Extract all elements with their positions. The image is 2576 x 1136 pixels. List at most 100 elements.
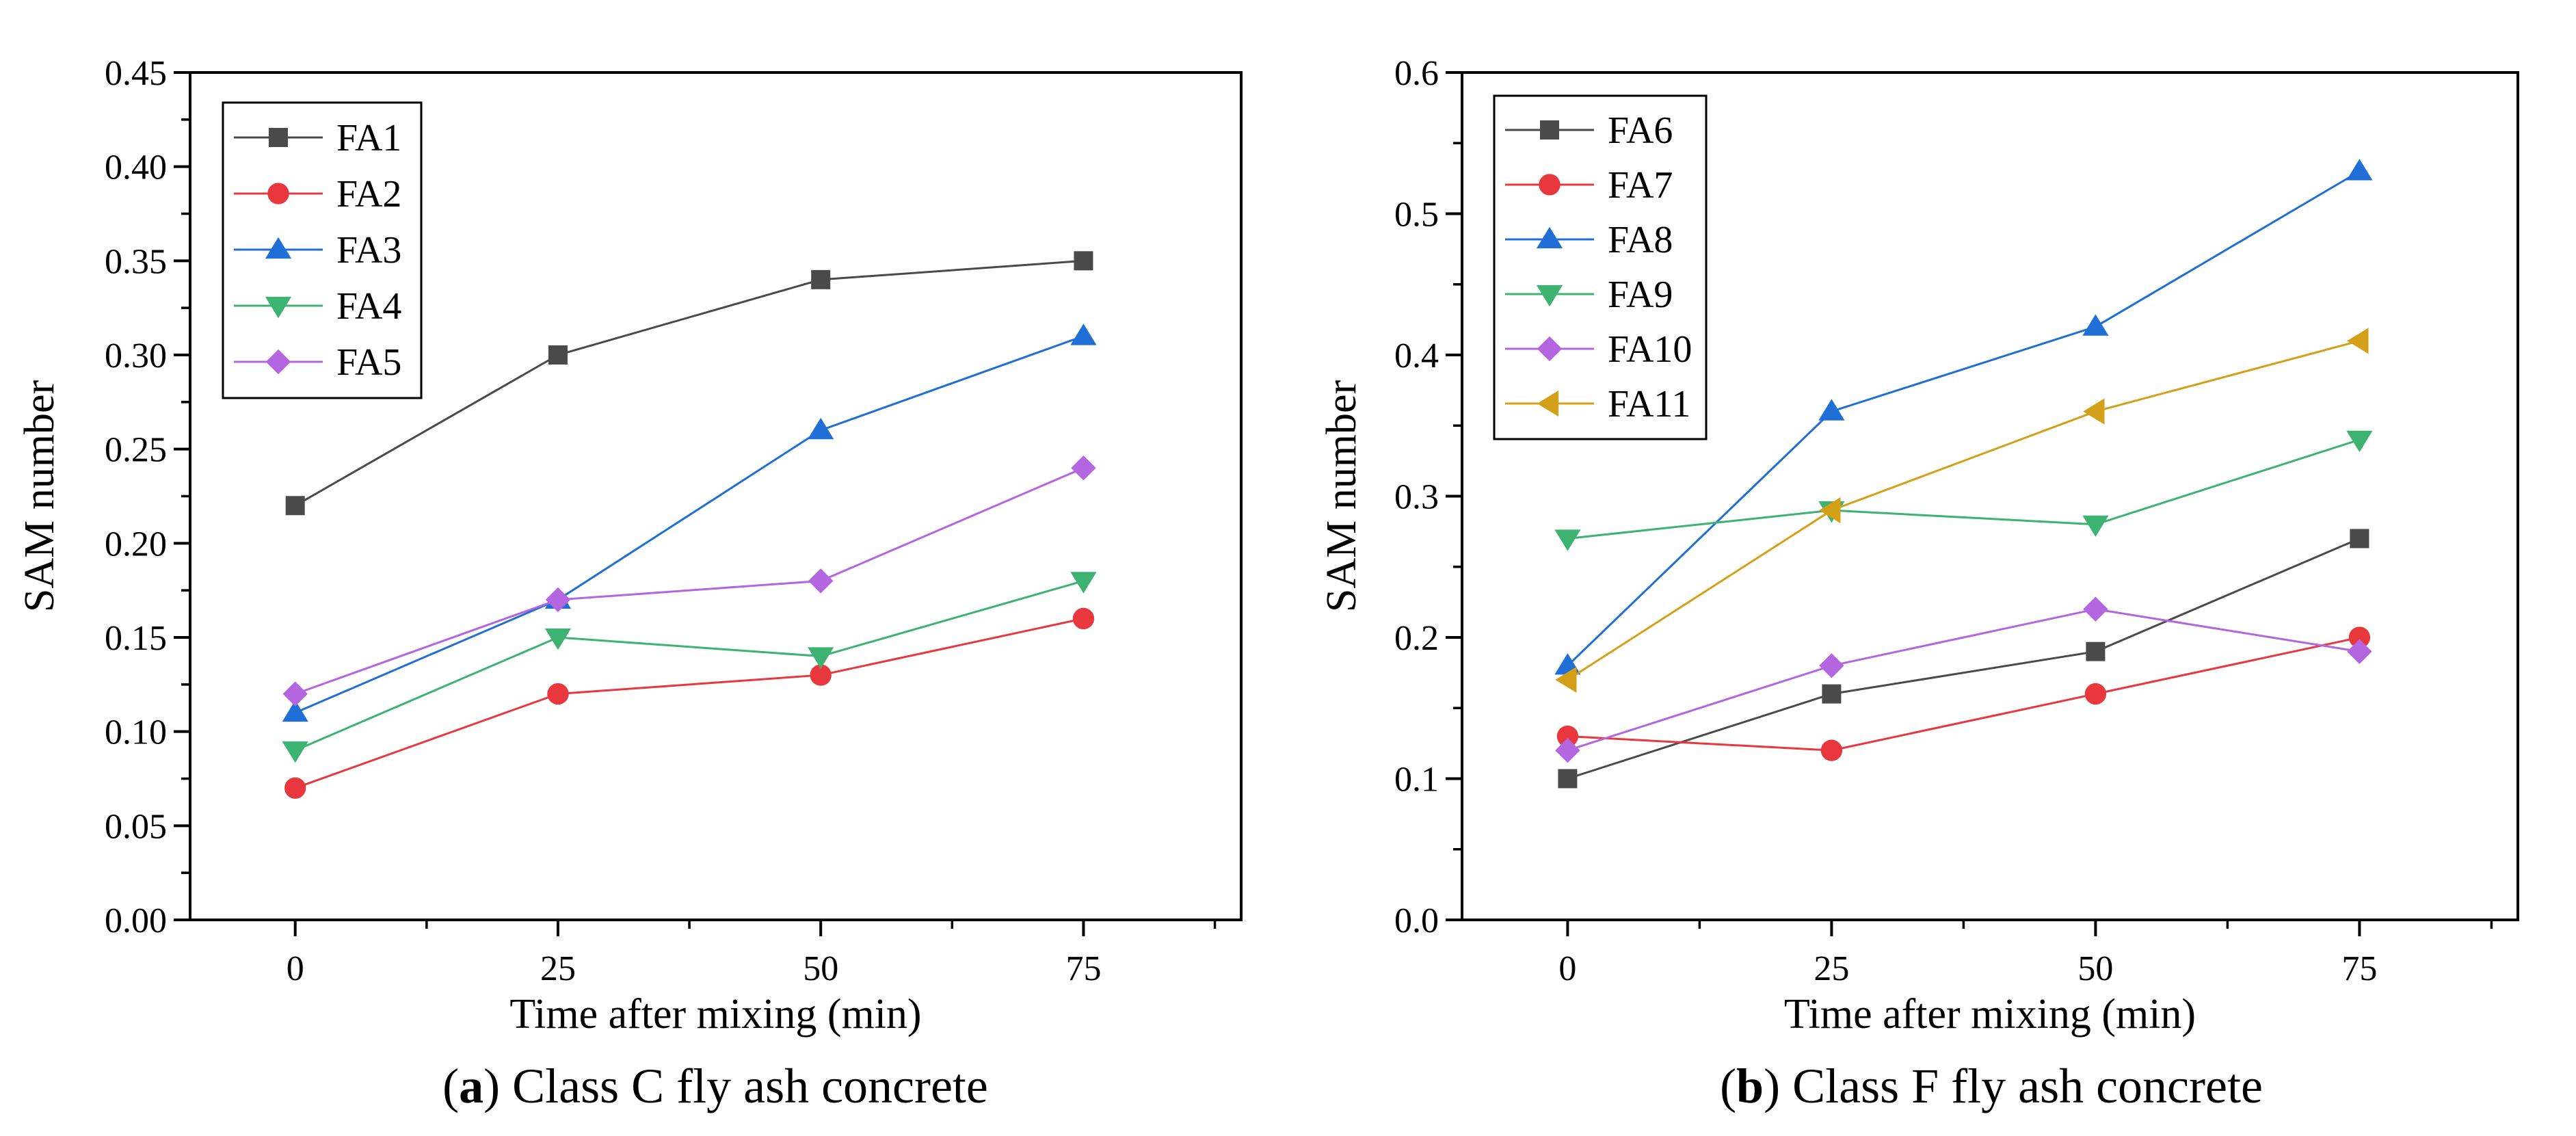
data-point bbox=[1074, 251, 1093, 271]
y-tick-label: 0.15 bbox=[105, 619, 167, 658]
data-point bbox=[811, 269, 831, 289]
data-point bbox=[1818, 399, 1845, 421]
data-point bbox=[1820, 739, 1843, 761]
series-FA2 bbox=[284, 607, 1095, 799]
x-tick-label: 25 bbox=[1814, 949, 1849, 988]
y-tick-label: 0.5 bbox=[1394, 196, 1439, 235]
data-point bbox=[1071, 455, 1096, 481]
x-tick-label: 75 bbox=[1065, 949, 1101, 988]
legend-label: FA2 bbox=[336, 173, 401, 215]
legend-marker bbox=[1539, 174, 1561, 196]
series-line bbox=[1567, 170, 2361, 667]
series-line bbox=[1567, 538, 2360, 780]
y-tick-label: 0.1 bbox=[1394, 761, 1439, 800]
series-line bbox=[295, 335, 1084, 714]
legend-marker bbox=[1536, 226, 1563, 249]
legend-label: FA3 bbox=[336, 229, 401, 272]
data-point bbox=[1554, 529, 1581, 551]
y-tick-label: 0.40 bbox=[105, 148, 167, 187]
data-point bbox=[2086, 642, 2106, 661]
legend-label: FA1 bbox=[336, 117, 401, 159]
series-FA6 bbox=[1558, 529, 2369, 789]
y-tick-label: 0.05 bbox=[105, 807, 167, 846]
y-tick-label: 0.10 bbox=[105, 713, 167, 752]
data-point bbox=[808, 568, 834, 594]
data-point bbox=[282, 700, 308, 722]
data-point bbox=[1070, 323, 1097, 345]
figure-caption: (a) Class C fly ash concrete bbox=[442, 1059, 988, 1113]
data-point bbox=[1555, 738, 1580, 763]
legend-label: FA11 bbox=[1608, 383, 1690, 425]
data-point bbox=[547, 683, 569, 705]
data-point bbox=[2350, 529, 2369, 549]
series-line bbox=[295, 466, 1085, 696]
series-line bbox=[295, 618, 1084, 789]
x-tick-label: 0 bbox=[287, 949, 304, 988]
data-point bbox=[808, 647, 834, 669]
caption-text: Class F fly ash concrete bbox=[1780, 1059, 2263, 1113]
series-FA5 bbox=[282, 455, 1096, 706]
y-tick-label: 0.20 bbox=[105, 525, 167, 564]
legend-marker bbox=[267, 183, 289, 204]
y-axis-title: SAM number bbox=[16, 380, 63, 613]
y-tick-label: 0.2 bbox=[1394, 619, 1439, 658]
data-point bbox=[1819, 653, 1844, 678]
data-point bbox=[2083, 596, 2108, 622]
data-point bbox=[544, 628, 572, 650]
caption-open-paren: ( bbox=[442, 1059, 459, 1113]
data-point bbox=[2348, 626, 2371, 648]
caption-letter: a bbox=[459, 1059, 483, 1113]
data-point bbox=[2347, 328, 2369, 354]
y-axis-title: SAM number bbox=[1318, 380, 1365, 613]
data-point bbox=[810, 664, 832, 686]
legend-label: FA8 bbox=[1608, 219, 1673, 261]
x-tick-label: 50 bbox=[2077, 949, 2113, 988]
data-point bbox=[2346, 159, 2373, 181]
data-point bbox=[2084, 683, 2107, 705]
series-FA9 bbox=[1554, 430, 2373, 551]
chart-a: 0.00 0.05 0.10 0.15 0.20 0.25 0.30 0.35 0.40 0.45… bbox=[16, 54, 1243, 1113]
series-FA7 bbox=[1556, 626, 2371, 761]
y-tick-label: 0.4 bbox=[1394, 336, 1439, 375]
x-tick-label: 50 bbox=[803, 949, 838, 988]
y-tick-label: 0.35 bbox=[105, 242, 167, 281]
data-point bbox=[1819, 497, 1841, 524]
legend-label: FA9 bbox=[1608, 274, 1673, 316]
data-point bbox=[1070, 572, 1097, 594]
series-line bbox=[294, 259, 1084, 507]
data-point bbox=[2346, 430, 2373, 453]
legend-label: FA4 bbox=[336, 285, 401, 328]
y-tick-label: 0.6 bbox=[1394, 54, 1439, 93]
data-point bbox=[548, 345, 568, 365]
legend-marker bbox=[269, 128, 288, 147]
data-point bbox=[1556, 725, 1579, 748]
x-axis-title: Time after mixing (min) bbox=[509, 991, 921, 1038]
legend-label: FA6 bbox=[1608, 109, 1673, 152]
series-line bbox=[1567, 608, 2360, 752]
y-tick-label: 0.00 bbox=[105, 901, 167, 940]
legend-marker bbox=[1537, 390, 1559, 417]
series-line bbox=[1567, 438, 2360, 540]
data-point bbox=[1822, 684, 1842, 704]
series-FA4 bbox=[282, 572, 1097, 763]
data-point bbox=[285, 496, 305, 516]
series-line bbox=[295, 579, 1084, 752]
data-point bbox=[282, 741, 308, 763]
data-point bbox=[2083, 398, 2105, 425]
data-point bbox=[284, 777, 306, 799]
series-line bbox=[1567, 339, 2360, 681]
series-FA10 bbox=[1555, 596, 2372, 763]
data-point bbox=[282, 681, 308, 706]
chart-b: 0.0 0.1 0.2 0.3 0.4 0.5 0.6 0 25 50 75 Time after m… bbox=[1318, 54, 2519, 1113]
caption-close-paren: ) bbox=[483, 1059, 500, 1113]
data-point bbox=[2082, 314, 2109, 336]
y-tick-label: 0.45 bbox=[105, 54, 167, 93]
y-tick-label: 0.25 bbox=[105, 431, 167, 470]
caption-open-paren: ( bbox=[1720, 1059, 1736, 1113]
data-point bbox=[808, 417, 834, 440]
y-tick-label: 0.0 bbox=[1394, 901, 1439, 940]
legend-marker bbox=[265, 296, 292, 319]
x-axis-title: Time after mixing (min) bbox=[1784, 991, 2196, 1038]
y-tick-label: 0.3 bbox=[1394, 478, 1439, 517]
